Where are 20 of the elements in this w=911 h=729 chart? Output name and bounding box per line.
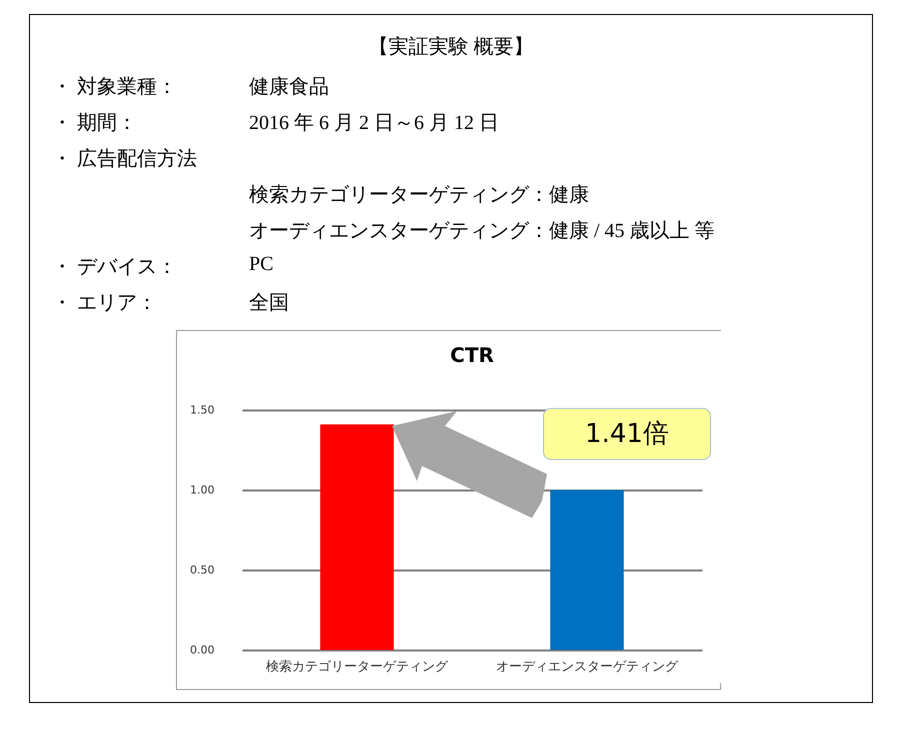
text: ・ 期間： — [52, 111, 137, 136]
y-tick-label: 0.50 — [190, 564, 214, 576]
text: 2016 年 6 月 2 日～6 月 12 日 — [249, 111, 499, 136]
text: 検索カテゴリーターゲティング：健康 — [249, 183, 589, 208]
y-tick-label: 1.00 — [190, 484, 214, 496]
callout-box: 1.41倍 — [543, 408, 711, 460]
chart-title: CTR — [450, 343, 494, 367]
y-tick-label: 0.00 — [190, 644, 214, 656]
text: ・ デバイス： — [52, 255, 177, 280]
text: ・ 広告配信方法 — [52, 147, 197, 172]
text: オーディエンスターゲティング：健康 / 45 歳以上 等 — [249, 219, 715, 244]
text: 健康食品 — [249, 75, 329, 100]
y-tick-label: 1.50 — [190, 404, 214, 416]
text: 【実証実験 概要】 — [368, 35, 534, 60]
text: ・ 対象業種： — [52, 75, 177, 100]
x-tick-label: 検索カテゴリーターゲティング — [266, 660, 449, 674]
x-tick-label: オーディエンスターゲティング — [496, 660, 679, 674]
text: PC — [249, 253, 274, 276]
text: ・ エリア： — [52, 291, 157, 316]
text: 全国 — [249, 291, 289, 316]
